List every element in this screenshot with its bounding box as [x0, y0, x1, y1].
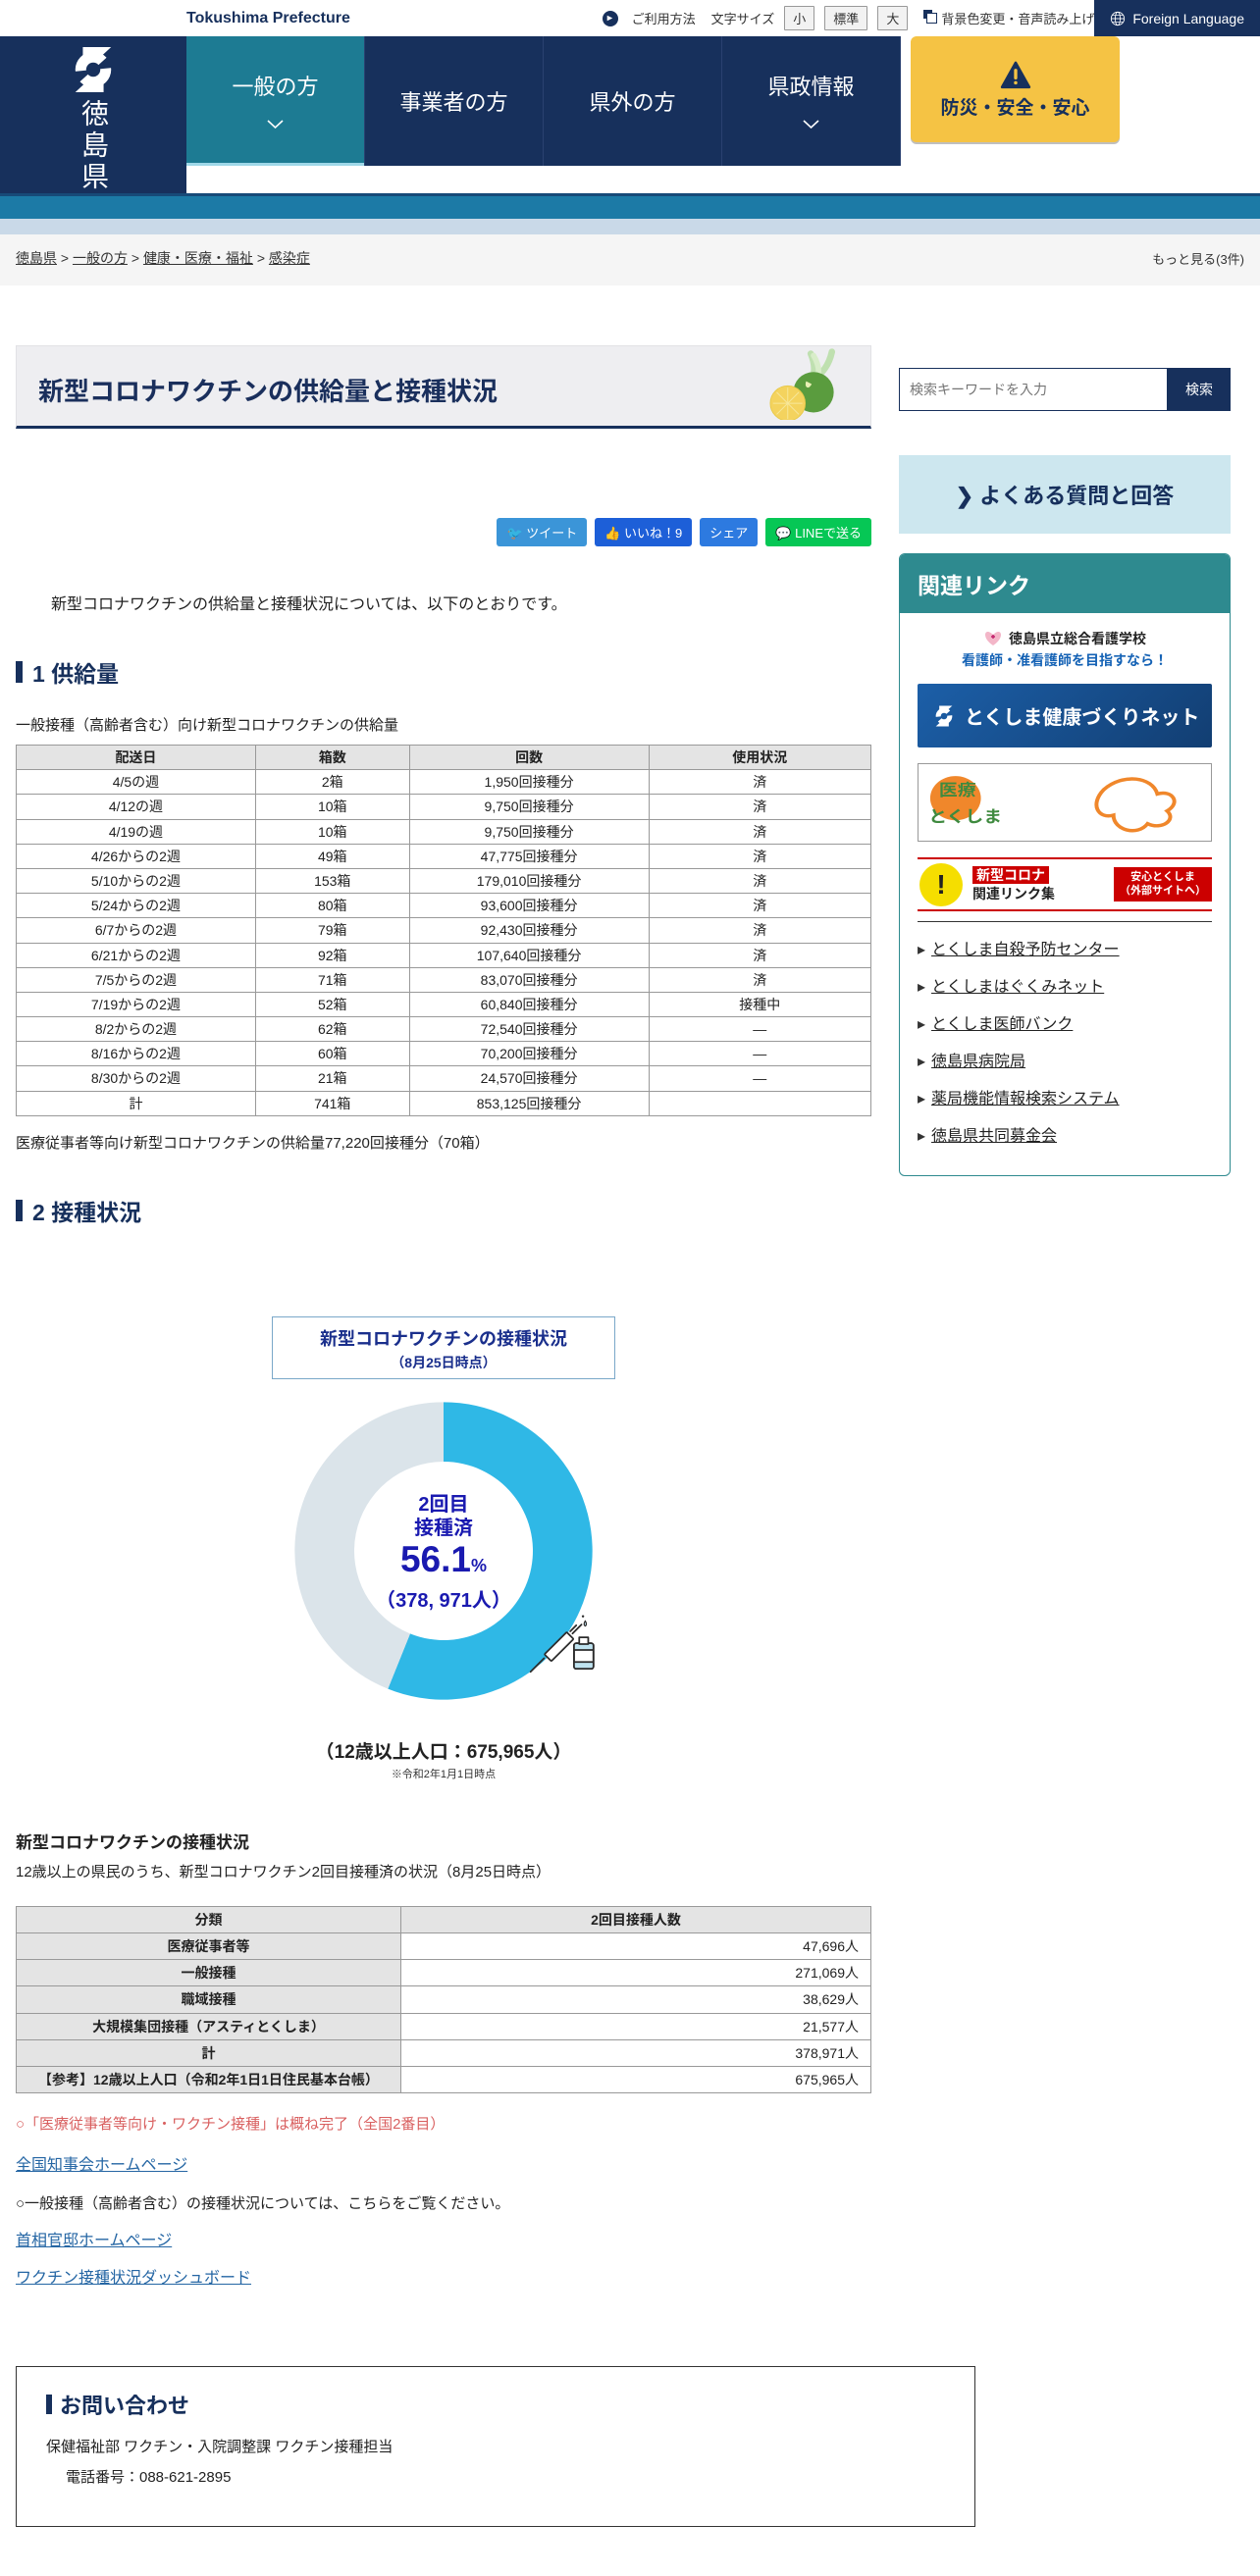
svg-text:とくしま: とくしま: [928, 807, 1002, 826]
svg-text:!: !: [936, 869, 945, 900]
svg-text:医療: 医療: [939, 781, 976, 799]
